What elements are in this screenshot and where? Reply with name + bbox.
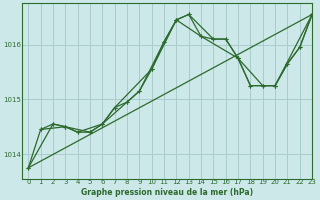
X-axis label: Graphe pression niveau de la mer (hPa): Graphe pression niveau de la mer (hPa) xyxy=(81,188,253,197)
